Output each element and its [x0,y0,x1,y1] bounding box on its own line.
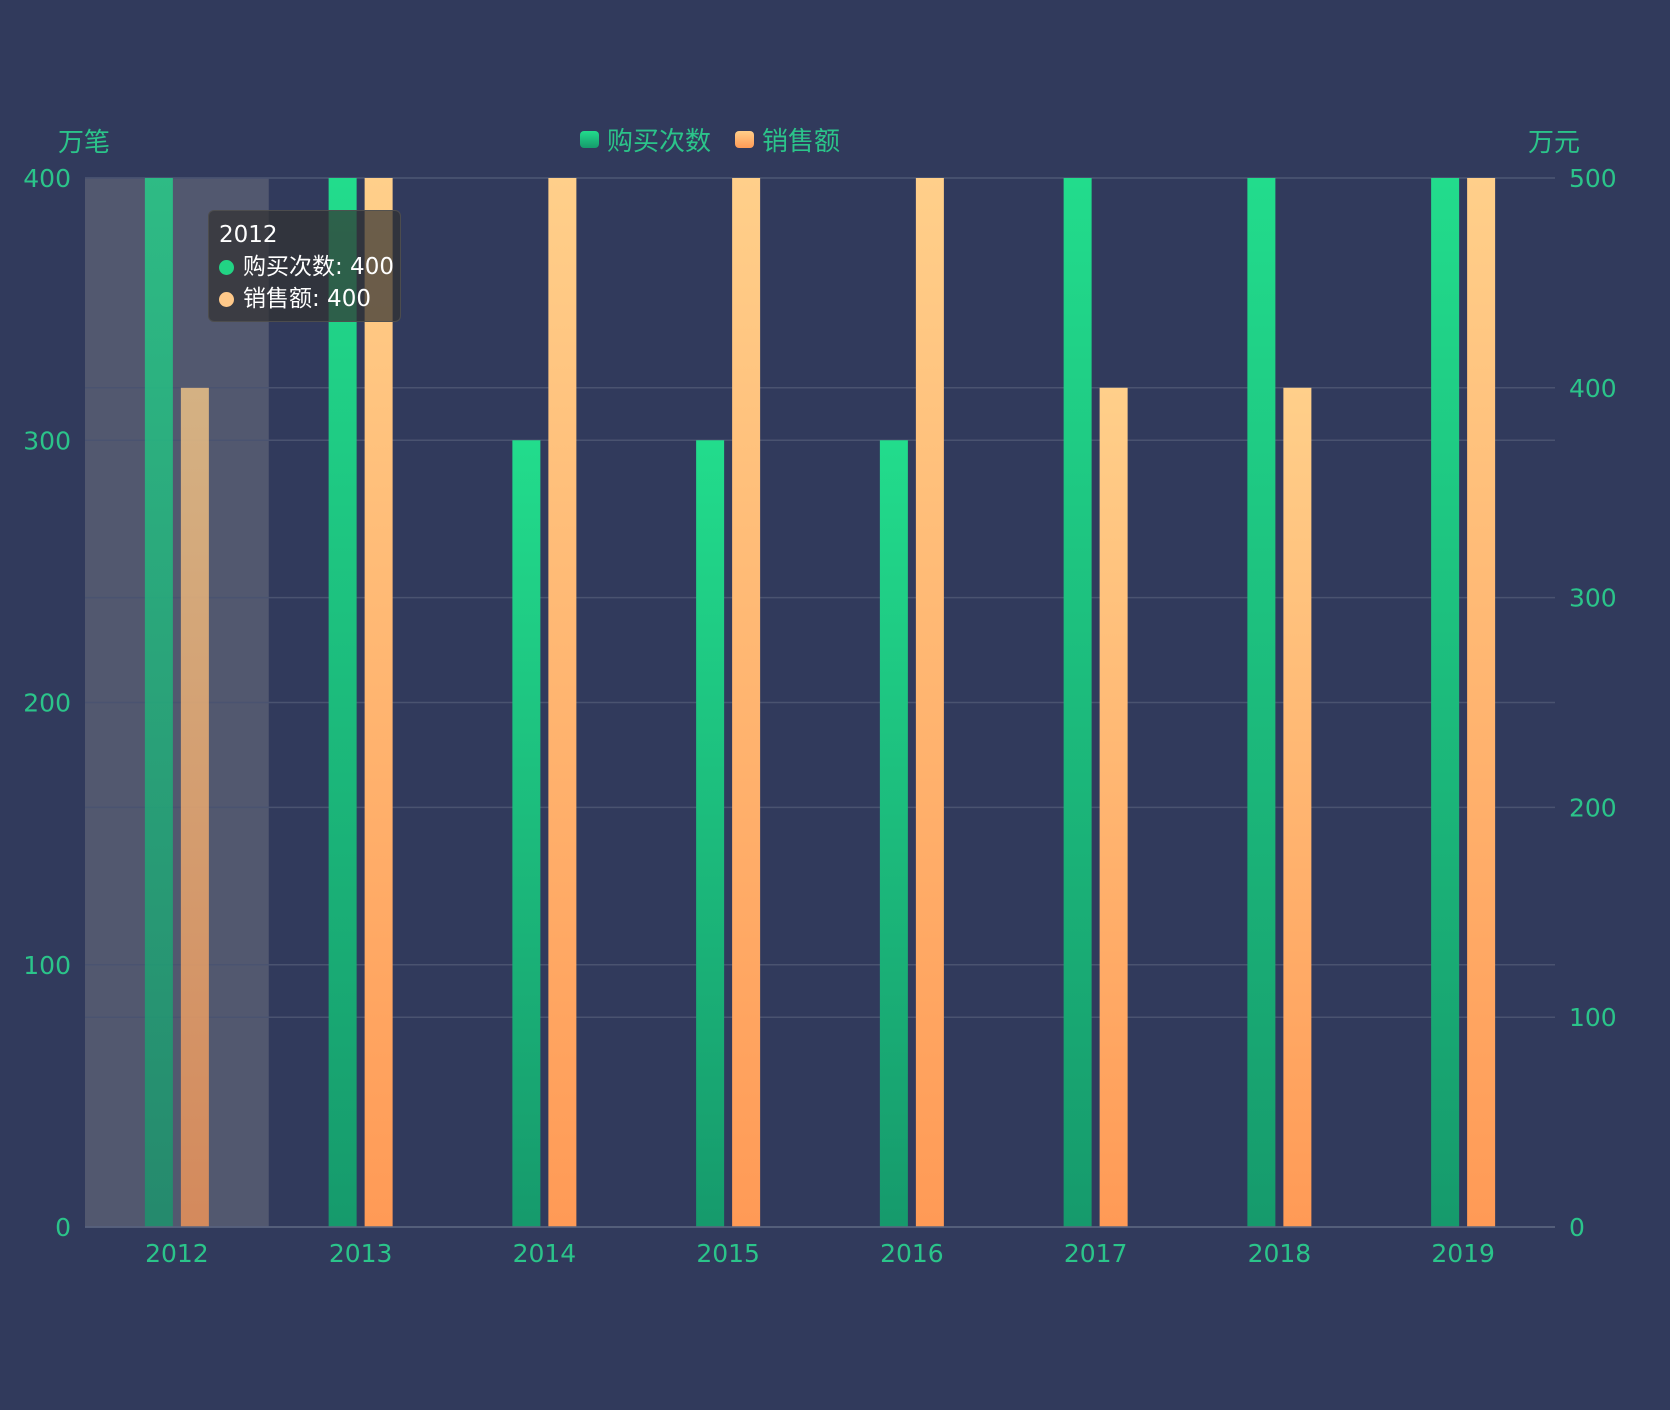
y-right-tick-label-0: 0 [1569,1213,1585,1242]
bar-purchase-count-2013[interactable] [328,178,357,1227]
x-tick-label-2017: 2017 [1064,1239,1128,1268]
x-tick-label-2016: 2016 [880,1239,944,1268]
tooltip-title: 2012 [219,222,278,248]
y-left-tick-label-400: 400 [23,164,71,193]
y-left-tick-label-300: 300 [23,426,71,455]
bar-sales-2019[interactable] [1467,178,1496,1227]
tooltip-row-purchase: 购买次数: 400 [219,251,394,283]
y-left-tick-label-200: 200 [23,689,71,718]
bar-purchase-count-2019[interactable] [1431,178,1460,1227]
x-tick-label-2018: 2018 [1248,1239,1312,1268]
y-left-tick-label-100: 100 [23,951,71,980]
bar-sales-2015[interactable] [732,178,761,1227]
x-tick-label-2015: 2015 [696,1239,760,1268]
y-right-tick-label-500: 500 [1569,164,1617,193]
legend-label-purchase-count: 购买次数 [607,127,711,157]
bar-purchase-count-2017[interactable] [1063,178,1092,1227]
y-right-tick-label-300: 300 [1569,584,1617,613]
bar-purchase-count-2012[interactable] [144,178,173,1227]
y-right-tick-label-200: 200 [1569,793,1617,822]
x-tick-label-2012: 2012 [145,1239,209,1268]
axes: 2012 2013 2014 2015 2016 2017 2018 2019 0 100 200 3… [23,128,1616,1268]
legend-item-purchase-count[interactable]: 购买次数 [580,127,711,157]
y-right-tick-label-400: 400 [1569,374,1617,403]
bar-purchase-count-2016[interactable] [879,440,908,1227]
x-tick-label-2013: 2013 [329,1239,393,1268]
bar-purchase-count-2015[interactable] [696,440,725,1227]
y-left-tick-label-0: 0 [55,1213,71,1242]
tooltip: 2012 购买次数: 400 销售额: 400 [208,210,401,322]
y-left-axis-label: 万笔 [58,128,110,158]
x-tick-label-2019: 2019 [1431,1239,1495,1268]
tooltip-marker-sales [219,291,234,307]
x-tick-label-2014: 2014 [513,1239,577,1268]
bar-purchase-count-2018[interactable] [1247,178,1276,1227]
legend-swatch-purchase-count [580,131,599,148]
bar-purchase-count-2014[interactable] [512,440,541,1227]
legend-label-sales: 销售额 [762,127,840,157]
tooltip-row-sales: 销售额: 400 [219,283,390,315]
y-right-axis-label: 万元 [1528,128,1580,158]
bar-sales-2012[interactable] [180,387,209,1227]
grid-lines [85,177,1555,1228]
legend[interactable]: 购买次数 销售额 [580,127,840,157]
legend-swatch-sales [735,131,754,148]
bar-sales-2016[interactable] [915,178,944,1227]
bar-sales-2017[interactable] [1099,387,1128,1227]
tooltip-text-purchase: 购买次数: 400 [243,254,394,280]
tooltip-marker-purchase [219,259,234,275]
bar-sales-2018[interactable] [1283,387,1312,1227]
tooltip-text-sales: 销售额: 400 [243,286,371,312]
bars[interactable] [144,178,1496,1227]
legend-item-sales[interactable]: 销售额 [735,127,840,157]
bar-sales-2014[interactable] [548,178,577,1227]
bar-sales-2013[interactable] [364,178,393,1227]
y-right-tick-label-100: 100 [1569,1003,1617,1032]
